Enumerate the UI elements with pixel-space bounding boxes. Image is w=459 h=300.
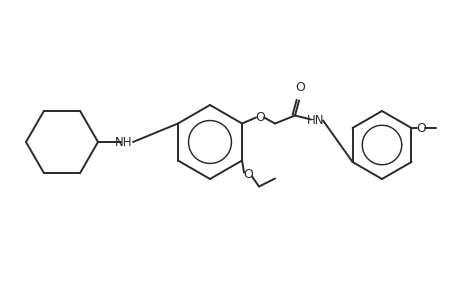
Text: O: O (415, 122, 425, 134)
Text: O: O (242, 168, 252, 181)
Text: NH: NH (115, 136, 133, 148)
Text: O: O (255, 111, 264, 124)
Text: O: O (295, 80, 304, 94)
Text: HN: HN (307, 114, 324, 127)
